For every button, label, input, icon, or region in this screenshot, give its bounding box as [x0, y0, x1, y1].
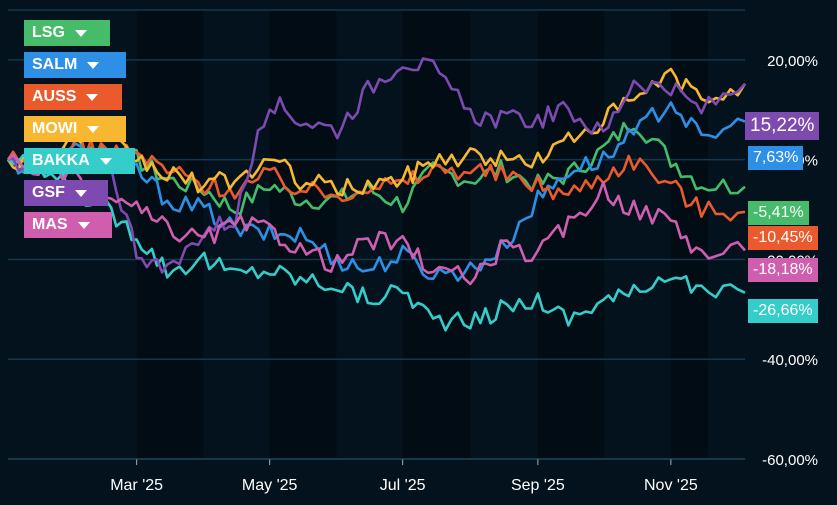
legend: LSG SALM AUSS MOWI BAKKA GSF MAS	[24, 20, 135, 238]
end-label-bakka: -26,66%	[748, 299, 818, 323]
chevron-down-icon[interactable]	[74, 189, 87, 197]
chevron-down-icon[interactable]	[87, 125, 100, 133]
series-line-bakka	[7, 153, 746, 332]
y-tick-label: -40,00%	[762, 352, 818, 369]
x-tick-label: Jul '25	[380, 477, 426, 494]
month-band	[402, 10, 471, 459]
x-tick-label: Mar '25	[110, 477, 163, 494]
month-band	[136, 10, 204, 459]
legend-label: GSF	[32, 184, 65, 201]
legend-salm[interactable]: SALM	[24, 52, 126, 78]
x-tick-label: Sep '25	[511, 477, 565, 494]
legend-mowi[interactable]: MOWI	[24, 116, 126, 142]
legend-label: BAKKA	[32, 152, 90, 169]
series-line-mowi	[6, 67, 747, 197]
legend-gsf[interactable]: GSF	[24, 180, 108, 206]
legend-label: LSG	[32, 24, 65, 41]
chevron-down-icon[interactable]	[87, 61, 100, 69]
end-label-mas: -18,18%	[748, 258, 818, 282]
month-band	[537, 10, 605, 459]
x-tick-label: Nov '25	[644, 477, 698, 494]
legend-lsg[interactable]: LSG	[24, 20, 110, 46]
end-label-gsf: 15,22%	[745, 112, 820, 140]
chevron-down-icon[interactable]	[77, 221, 90, 229]
end-label-salm: 7,63%	[748, 146, 804, 170]
end-label-auss: -10,45%	[748, 226, 818, 250]
chevron-down-icon[interactable]	[86, 93, 99, 101]
legend-bakka[interactable]: BAKKA	[24, 148, 135, 174]
legend-label: MOWI	[32, 120, 78, 137]
legend-mas[interactable]: MAS	[24, 212, 112, 238]
y-tick-label: -60,00%	[762, 452, 818, 469]
end-label-lsg: -5,41%	[748, 201, 809, 225]
legend-label: AUSS	[32, 88, 77, 105]
chevron-down-icon[interactable]	[74, 29, 87, 37]
x-tick-label: May '25	[242, 477, 298, 494]
series-line-gsf	[7, 57, 746, 274]
y-tick-label: 20,00%	[767, 53, 818, 70]
series-line-mas	[7, 153, 746, 286]
legend-label: MAS	[32, 216, 68, 233]
chevron-down-icon[interactable]	[99, 157, 112, 165]
legend-label: SALM	[32, 56, 78, 73]
legend-auss[interactable]: AUSS	[24, 84, 122, 110]
